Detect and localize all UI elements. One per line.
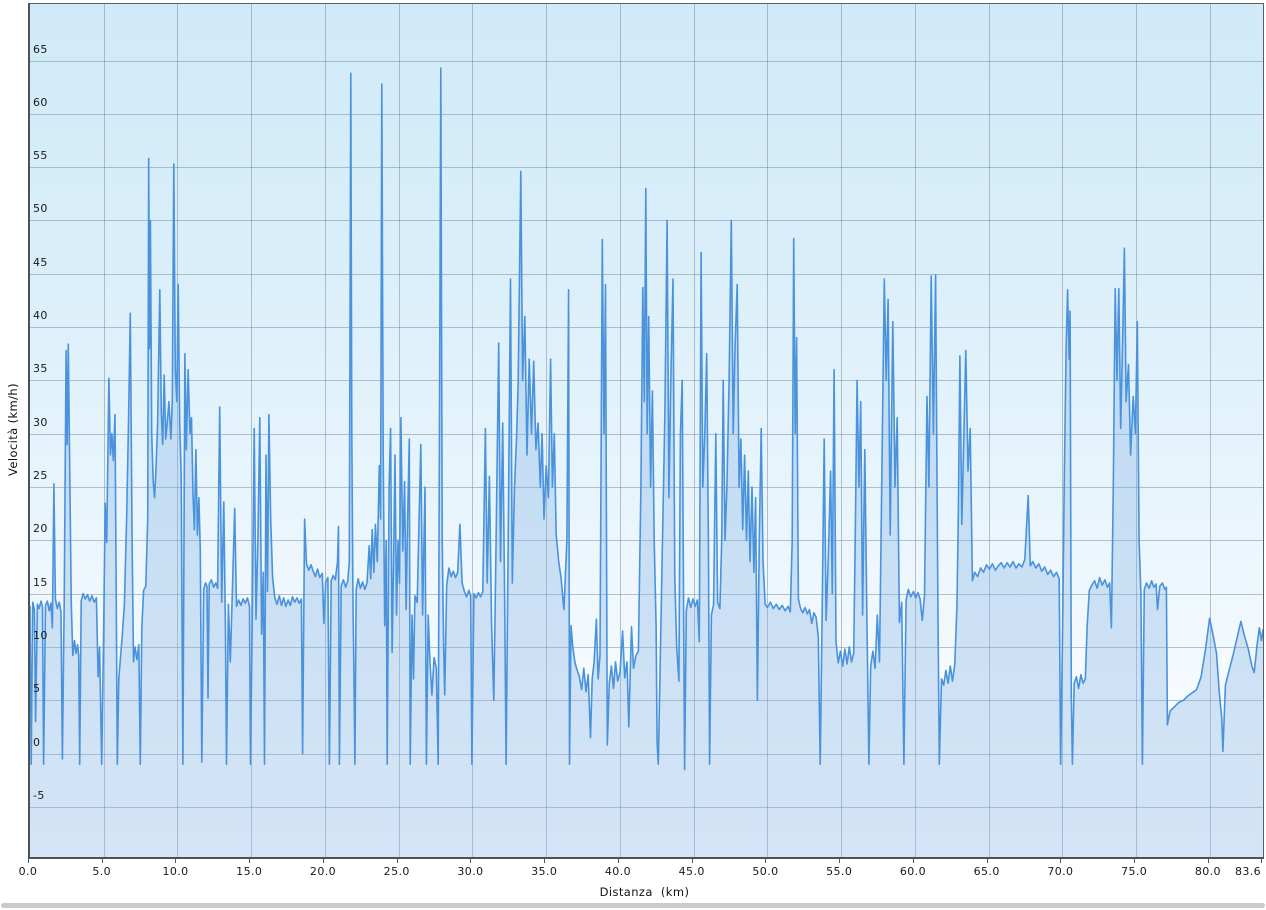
y-tick-label: 15 [33, 575, 48, 589]
x-tick-label: 15.0 [236, 865, 263, 878]
y-tick-label: 50 [33, 202, 48, 216]
x-tick-mark [692, 859, 693, 863]
x-tick-label: 40.0 [604, 865, 631, 878]
plot-area [28, 3, 1264, 859]
x-tick-label: 20.0 [309, 865, 337, 878]
y-tick-label: 30 [33, 415, 48, 429]
y-tick-label: 0 [33, 735, 41, 749]
x-tick-mark [175, 859, 176, 863]
x-tick-label: 60.0 [899, 865, 926, 878]
x-tick-mark [765, 859, 766, 863]
x-tick-mark [323, 859, 324, 863]
y-tick-label: 10 [33, 628, 48, 642]
x-tick-label: 5.0 [92, 865, 112, 878]
y-tick-label: 55 [33, 149, 48, 163]
x-tick-label: 70.0 [1047, 865, 1074, 878]
x-tick-mark [102, 859, 103, 863]
y-axis-title: Velocità (km/h) [6, 383, 20, 477]
x-tick-mark [544, 859, 545, 863]
y-tick-label: 20 [33, 522, 48, 536]
x-tick-label: 80.0 [1194, 865, 1221, 878]
y-tick-label: 40 [33, 309, 48, 323]
x-tick-mark [1261, 859, 1262, 863]
y-tick-label: 5 [33, 682, 41, 696]
x-tick-label: 75.0 [1121, 865, 1148, 878]
x-tick-label: 25.0 [383, 865, 410, 878]
horizontal-scrollbar[interactable] [1, 903, 1265, 908]
x-tick-mark [28, 859, 29, 863]
x-tick-label: 10.0 [162, 865, 189, 878]
x-tick-label: 45.0 [678, 865, 705, 878]
x-tick-label: 35.0 [531, 865, 558, 878]
x-tick-mark [839, 859, 840, 863]
speed-area-chart [30, 4, 1263, 857]
x-tick-label: 50.0 [752, 865, 779, 878]
x-tick-mark [987, 859, 988, 863]
x-tick-mark [249, 859, 250, 863]
x-tick-label: 83.6 [1234, 865, 1262, 878]
speed-area-fill [30, 68, 1263, 857]
x-tick-mark [1134, 859, 1135, 863]
x-tick-label: 0.0 [18, 865, 38, 878]
y-tick-label: 60 [33, 95, 48, 109]
y-tick-label: 25 [33, 469, 48, 482]
y-tick-label: 35 [33, 362, 48, 376]
x-tick-mark [618, 859, 619, 863]
y-tick-label: -5 [33, 788, 45, 802]
x-axis-title: Distanza (km) [599, 885, 690, 899]
y-tick-label: 45 [33, 255, 48, 269]
x-tick-mark [470, 859, 471, 863]
x-tick-label: 65.0 [973, 865, 1000, 878]
x-tick-label: 55.0 [826, 865, 853, 878]
x-tick-mark [1060, 859, 1061, 863]
x-tick-mark [1208, 859, 1209, 863]
y-tick-label: 65 [33, 42, 48, 56]
speed-line [30, 67, 1263, 771]
x-tick-label: 30.0 [457, 865, 484, 878]
x-tick-mark [397, 859, 398, 863]
x-tick-mark [913, 859, 914, 863]
